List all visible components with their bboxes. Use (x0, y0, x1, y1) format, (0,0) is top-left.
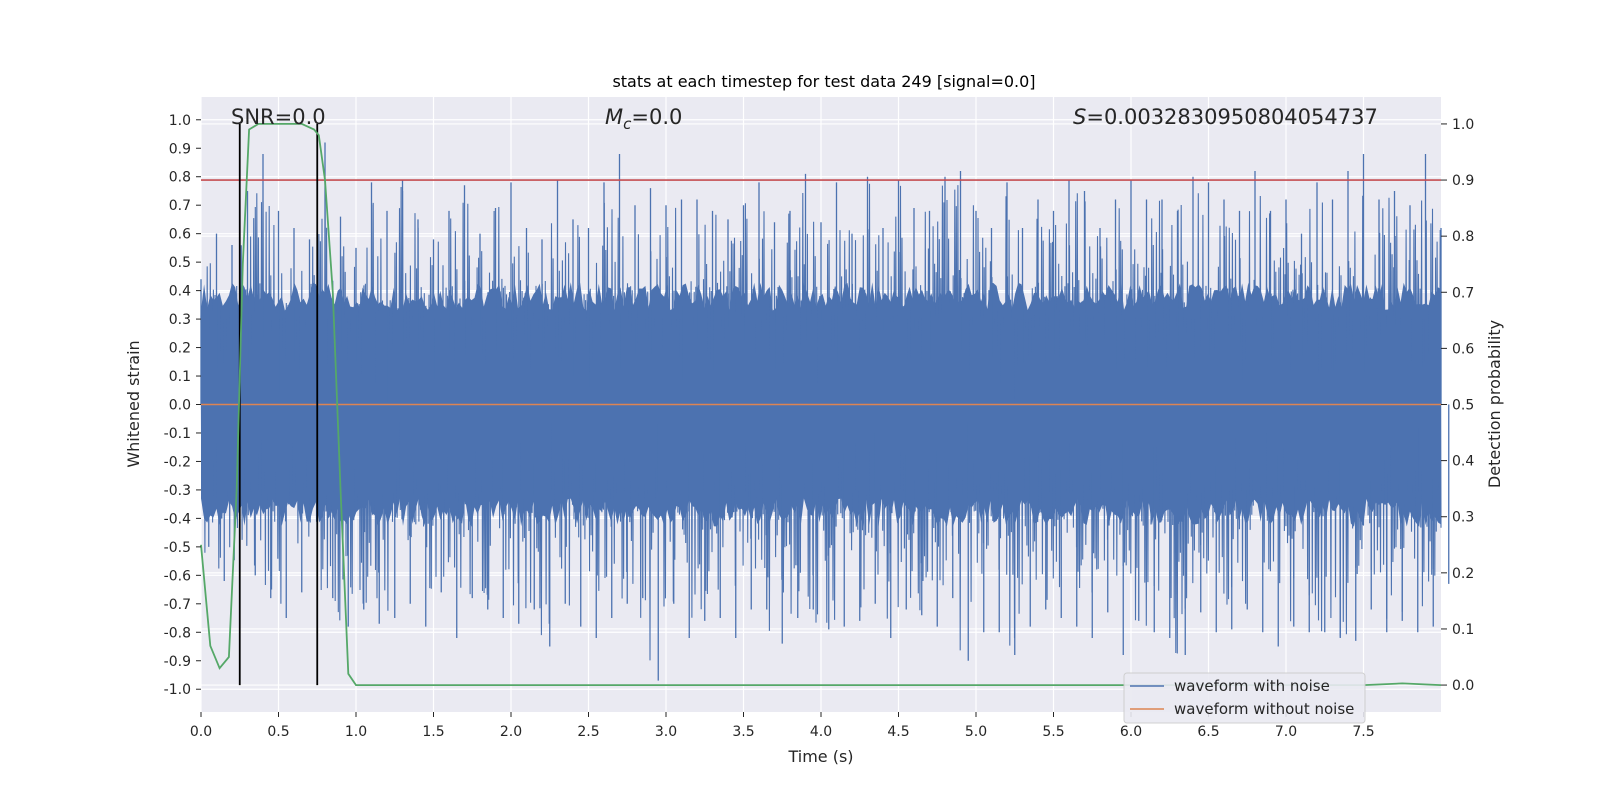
x-tick-label: 1.5 (422, 724, 444, 740)
y2-tick-label: 0.8 (1452, 229, 1474, 245)
chirp-mass-value: =0.0 (631, 105, 682, 129)
y-axis-ticks: 1.0 0.9 0.8 0.7 0.6 0.5 0.4 0.3 0.2 0.1 0.0 -0.1 -0.… (164, 113, 201, 698)
x-tick-label: 5.0 (965, 724, 987, 740)
x-tick-label: 0.0 (190, 724, 212, 740)
y-tick-label: 0.9 (169, 141, 191, 157)
y-tick-label: 0.2 (169, 341, 191, 357)
s-statistic-value: =0.003283095080405473‌7 (1086, 105, 1378, 129)
x-axis-label: Time (s) (787, 747, 853, 766)
x-tick-label: 2.5 (577, 724, 599, 740)
x-tick-label: 6.5 (1197, 724, 1219, 740)
y-tick-label: 0.5 (169, 255, 191, 271)
y-tick-label: -0.3 (164, 483, 191, 499)
y-tick-label: -0.7 (164, 597, 191, 613)
legend: waveform with noise waveform without noi… (1123, 672, 1366, 724)
y2-tick-label: 0.2 (1452, 566, 1474, 582)
chirp-mass-symbol: M (605, 105, 623, 129)
y2-tick-label: 0.4 (1452, 454, 1474, 470)
y-axis-label: Whitened strain (124, 340, 143, 467)
chart-title: stats at each timestep for test data 249… (612, 72, 1035, 91)
y-tick-label: -0.8 (164, 625, 191, 641)
x-axis-ticks: 0.0 0.5 1.0 1.5 2.0 2.5 3.0 3.5 4.0 4.5 5.0 5.5 6.0 6… (190, 712, 1375, 740)
chirp-mass-annotation: Mc=0.0 (605, 105, 682, 133)
detection-probability-series (200, 123, 1442, 686)
x-tick-label: 3.0 (655, 724, 677, 740)
y2-tick-label: 0.6 (1452, 341, 1474, 357)
x-tick-label: 6.0 (1120, 724, 1142, 740)
x-tick-label: 5.5 (1042, 724, 1064, 740)
x-tick-label: 7.0 (1275, 724, 1297, 740)
legend-label-clean: waveform without noise (1174, 700, 1354, 718)
y2-tick-label: 1.0 (1452, 117, 1474, 133)
y-tick-label: -0.4 (164, 511, 191, 527)
x-tick-label: 4.0 (810, 724, 832, 740)
y-tick-label: 0.3 (169, 312, 191, 328)
y-tick-label: 0.0 (169, 398, 191, 414)
y2-tick-label: 0.7 (1452, 285, 1474, 301)
y2-tick-label: 0.1 (1452, 622, 1474, 638)
x-tick-label: 0.5 (267, 724, 289, 740)
s-statistic-annotation: S=0.003283095080405473‌7 (1073, 105, 1378, 129)
y-tick-label: 0.7 (169, 198, 191, 214)
snr-annotation: SNR=0.0 (231, 105, 326, 129)
y-tick-label: 0.4 (169, 284, 191, 300)
y-tick-label: -0.1 (164, 426, 191, 442)
y2-axis-label: Detection probability (1485, 320, 1504, 488)
x-tick-label: 1.0 (345, 724, 367, 740)
x-tick-label: 2.0 (500, 724, 522, 740)
y-tick-label: -0.2 (164, 454, 191, 470)
legend-label-noise: waveform with noise (1174, 677, 1330, 695)
y-tick-label: -0.5 (164, 540, 191, 556)
y2-tick-label: 0.0 (1452, 678, 1474, 694)
y2-axis-ticks: 1.0 0.9 0.8 0.7 0.6 0.5 0.4 0.3 0.2 0.1 0.0 (1441, 117, 1474, 694)
y2-tick-label: 0.3 (1452, 510, 1474, 526)
x-tick-label: 7.5 (1352, 724, 1374, 740)
y-tick-label: 1.0 (169, 113, 191, 129)
probability-line (200, 123, 1442, 686)
y2-tick-label: 0.5 (1452, 398, 1474, 414)
legend-box (1123, 672, 1366, 724)
y-tick-label: -0.9 (164, 654, 191, 670)
y-tick-label: -0.6 (164, 568, 191, 584)
y2-tick-label: 0.9 (1452, 173, 1474, 189)
chirp-mass-subscript: c (623, 115, 632, 133)
y-tick-label: 0.1 (169, 369, 191, 385)
x-tick-label: 4.5 (887, 724, 909, 740)
y-tick-label: 0.8 (169, 170, 191, 186)
y-tick-label: -1.0 (164, 682, 191, 698)
x-tick-label: 3.5 (732, 724, 754, 740)
y-tick-label: 0.6 (169, 227, 191, 243)
s-statistic-symbol: S (1073, 105, 1086, 129)
